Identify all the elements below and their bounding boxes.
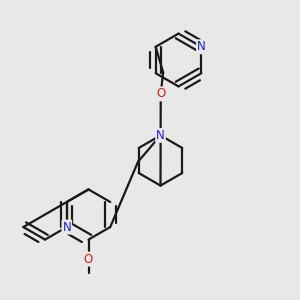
- Text: N: N: [156, 129, 165, 142]
- Text: N: N: [62, 220, 71, 233]
- Text: O: O: [156, 87, 165, 101]
- Text: N: N: [197, 40, 206, 53]
- Text: O: O: [84, 253, 93, 266]
